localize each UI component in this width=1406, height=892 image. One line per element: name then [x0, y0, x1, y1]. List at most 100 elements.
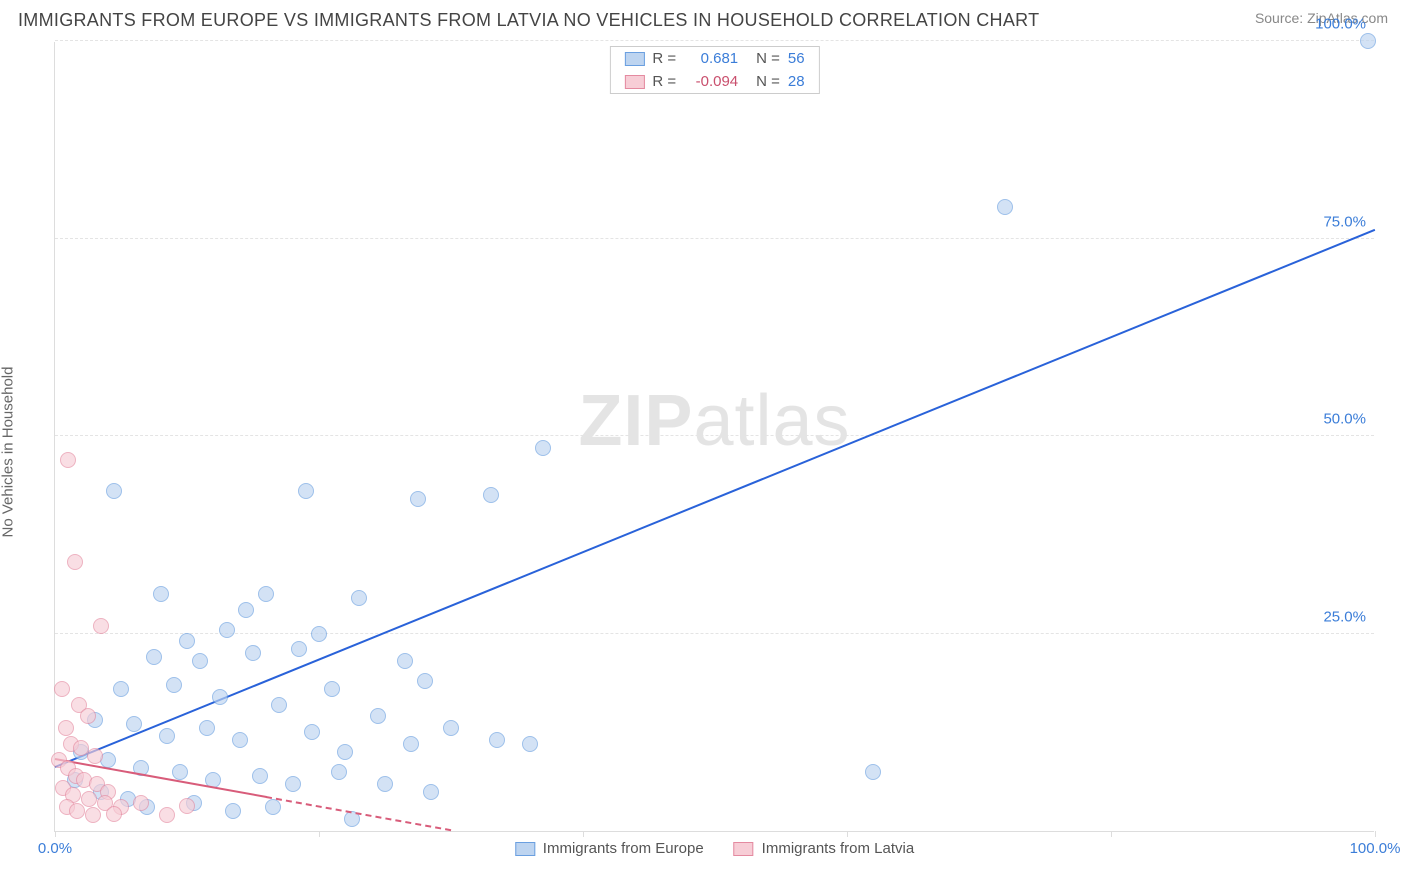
data-point	[106, 483, 122, 499]
data-point	[417, 673, 433, 689]
data-point	[245, 645, 261, 661]
data-point	[489, 732, 505, 748]
gridline-h	[55, 435, 1374, 436]
data-point	[232, 732, 248, 748]
n-value: 56	[788, 50, 805, 67]
legend-row: R =-0.094N =28	[610, 70, 818, 93]
legend-swatch	[734, 842, 754, 856]
x-tick	[319, 831, 320, 837]
data-point	[443, 720, 459, 736]
data-point	[351, 590, 367, 606]
data-point	[423, 784, 439, 800]
data-point	[60, 452, 76, 468]
data-point	[265, 799, 281, 815]
legend-item: Immigrants from Latvia	[734, 840, 915, 857]
data-point	[85, 807, 101, 823]
y-tick-label: 50.0%	[1323, 411, 1366, 428]
data-point	[153, 586, 169, 602]
data-point	[397, 653, 413, 669]
data-point	[69, 803, 85, 819]
data-point	[159, 728, 175, 744]
x-tick	[1111, 831, 1112, 837]
data-point	[865, 764, 881, 780]
data-point	[285, 776, 301, 792]
data-point	[179, 633, 195, 649]
trend-line	[266, 796, 451, 831]
data-point	[258, 586, 274, 602]
x-tick	[847, 831, 848, 837]
legend-swatch	[515, 842, 535, 856]
legend-swatch	[624, 75, 644, 89]
data-point	[80, 708, 96, 724]
n-label: N =	[756, 50, 780, 67]
data-point	[219, 622, 235, 638]
legend-label: Immigrants from Europe	[543, 840, 704, 857]
data-point	[522, 736, 538, 752]
data-point	[166, 677, 182, 693]
x-tick	[1375, 831, 1376, 837]
r-value: -0.094	[684, 73, 738, 90]
data-point	[377, 776, 393, 792]
x-tick-label: 100.0%	[1350, 840, 1401, 857]
data-point	[159, 807, 175, 823]
data-point	[483, 487, 499, 503]
x-tick	[55, 831, 56, 837]
gridline-h	[55, 633, 1374, 634]
n-label: N =	[756, 73, 780, 90]
data-point	[238, 602, 254, 618]
legend-row: R = 0.681 N = 56	[610, 47, 818, 70]
y-axis-label: No Vehicles in Household	[0, 367, 17, 538]
data-point	[997, 199, 1013, 215]
trend-line	[55, 229, 1376, 768]
x-tick	[583, 831, 584, 837]
data-point	[146, 649, 162, 665]
data-point	[291, 641, 307, 657]
data-point	[54, 681, 70, 697]
data-point	[331, 764, 347, 780]
data-point	[192, 653, 208, 669]
legend-label: Immigrants from Latvia	[762, 840, 915, 857]
legend-swatch	[624, 52, 644, 66]
data-point	[311, 626, 327, 642]
gridline-h	[55, 238, 1374, 239]
data-point	[535, 440, 551, 456]
data-point	[324, 681, 340, 697]
data-point	[87, 748, 103, 764]
data-point	[133, 795, 149, 811]
chart-title: IMMIGRANTS FROM EUROPE VS IMMIGRANTS FRO…	[18, 10, 1039, 31]
data-point	[67, 554, 83, 570]
x-tick-label: 0.0%	[38, 840, 72, 857]
data-point	[370, 708, 386, 724]
correlation-legend: R = 0.681 N = 56R = -0.094 N = 28	[609, 46, 819, 94]
y-tick-label: 100.0%	[1315, 16, 1366, 33]
n-value: 28	[788, 73, 805, 90]
watermark: ZIPatlas	[578, 380, 850, 462]
y-tick-label: 75.0%	[1323, 213, 1366, 230]
data-point	[199, 720, 215, 736]
r-label: R =	[652, 50, 676, 67]
data-point	[1360, 33, 1376, 49]
scatter-plot: ZIPatlas R =0.681N =56R =-0.094N =28 Imm…	[54, 42, 1374, 832]
data-point	[93, 618, 109, 634]
r-value: 0.681	[684, 50, 738, 67]
data-point	[298, 483, 314, 499]
data-point	[252, 768, 268, 784]
data-point	[271, 697, 287, 713]
data-point	[337, 744, 353, 760]
data-point	[172, 764, 188, 780]
data-point	[106, 806, 122, 822]
gridline-h	[55, 40, 1374, 41]
data-point	[304, 724, 320, 740]
data-point	[113, 681, 129, 697]
data-point	[58, 720, 74, 736]
series-legend: Immigrants from Europe Immigrants from La…	[515, 840, 914, 857]
data-point	[126, 716, 142, 732]
legend-item: Immigrants from Europe	[515, 840, 704, 857]
data-point	[81, 791, 97, 807]
data-point	[212, 689, 228, 705]
data-point	[225, 803, 241, 819]
data-point	[179, 798, 195, 814]
data-point	[403, 736, 419, 752]
y-tick-label: 25.0%	[1323, 608, 1366, 625]
chart-container: No Vehicles in Household ZIPatlas R =0.6…	[18, 42, 1388, 862]
